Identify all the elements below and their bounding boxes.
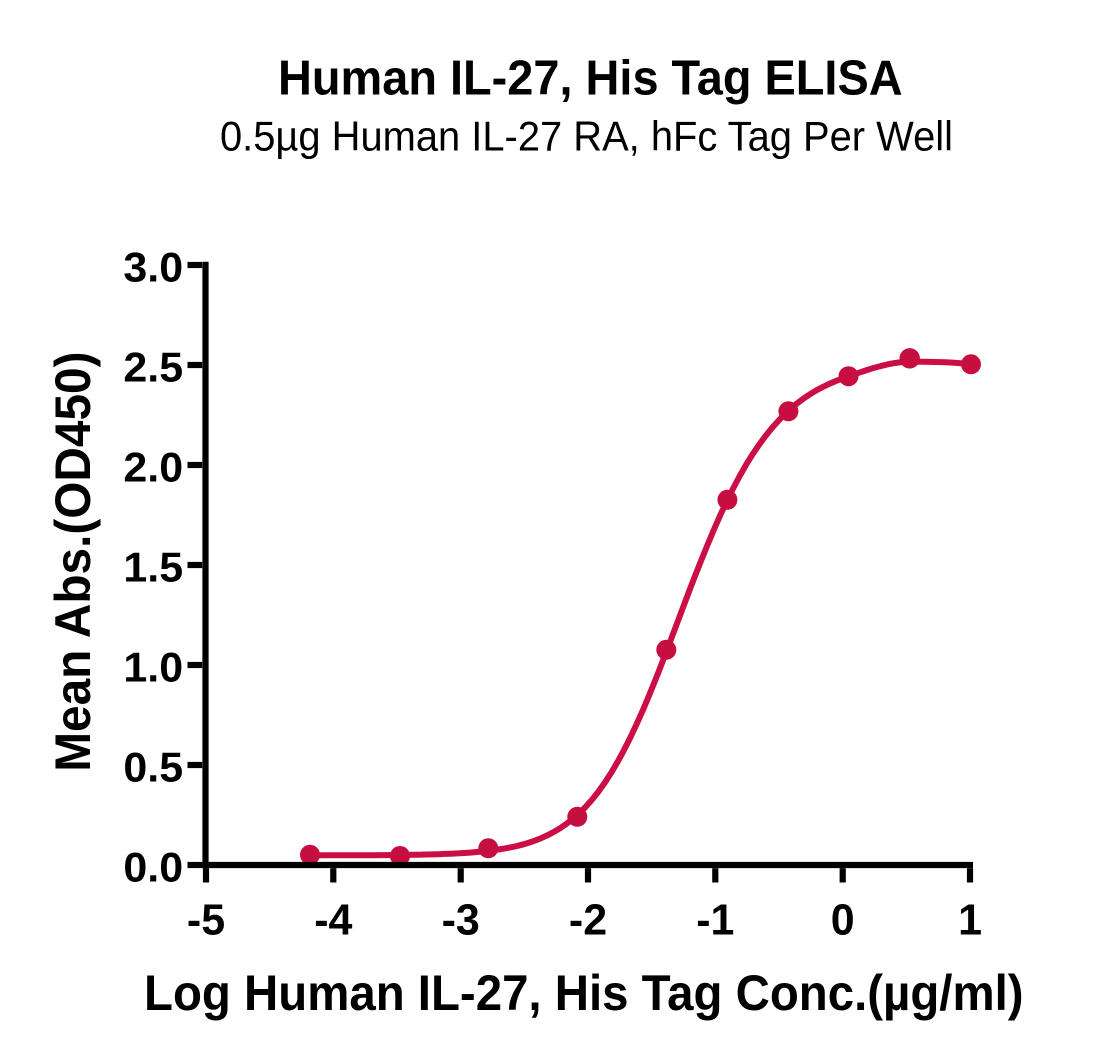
svg-text:-5: -5: [187, 896, 225, 944]
svg-text:-4: -4: [314, 896, 352, 944]
svg-text:Log Human IL-27, His Tag Conc.: Log Human IL-27, His Tag Conc.(µg/ml): [144, 966, 1024, 1022]
svg-text:Mean Abs.(OD450): Mean Abs.(OD450): [46, 351, 101, 771]
svg-text:2.0: 2.0: [123, 444, 183, 490]
svg-text:1.5: 1.5: [123, 544, 183, 590]
svg-text:2.5: 2.5: [123, 344, 183, 390]
svg-text:0.0: 0.0: [123, 844, 183, 890]
svg-text:0: 0: [831, 896, 855, 944]
svg-text:1.0: 1.0: [123, 644, 183, 690]
svg-text:0.5: 0.5: [123, 744, 183, 790]
svg-text:Human IL-27, His Tag ELISA: Human IL-27, His Tag ELISA: [278, 50, 903, 105]
svg-text:-3: -3: [442, 896, 480, 944]
svg-text:-2: -2: [569, 896, 607, 944]
svg-text:-1: -1: [696, 896, 734, 944]
svg-text:3.0: 3.0: [123, 244, 183, 290]
svg-text:1: 1: [958, 896, 982, 944]
svg-text:0.5µg Human IL-27 RA, hFc Tag: 0.5µg Human IL-27 RA, hFc Tag Per Well: [220, 113, 953, 160]
